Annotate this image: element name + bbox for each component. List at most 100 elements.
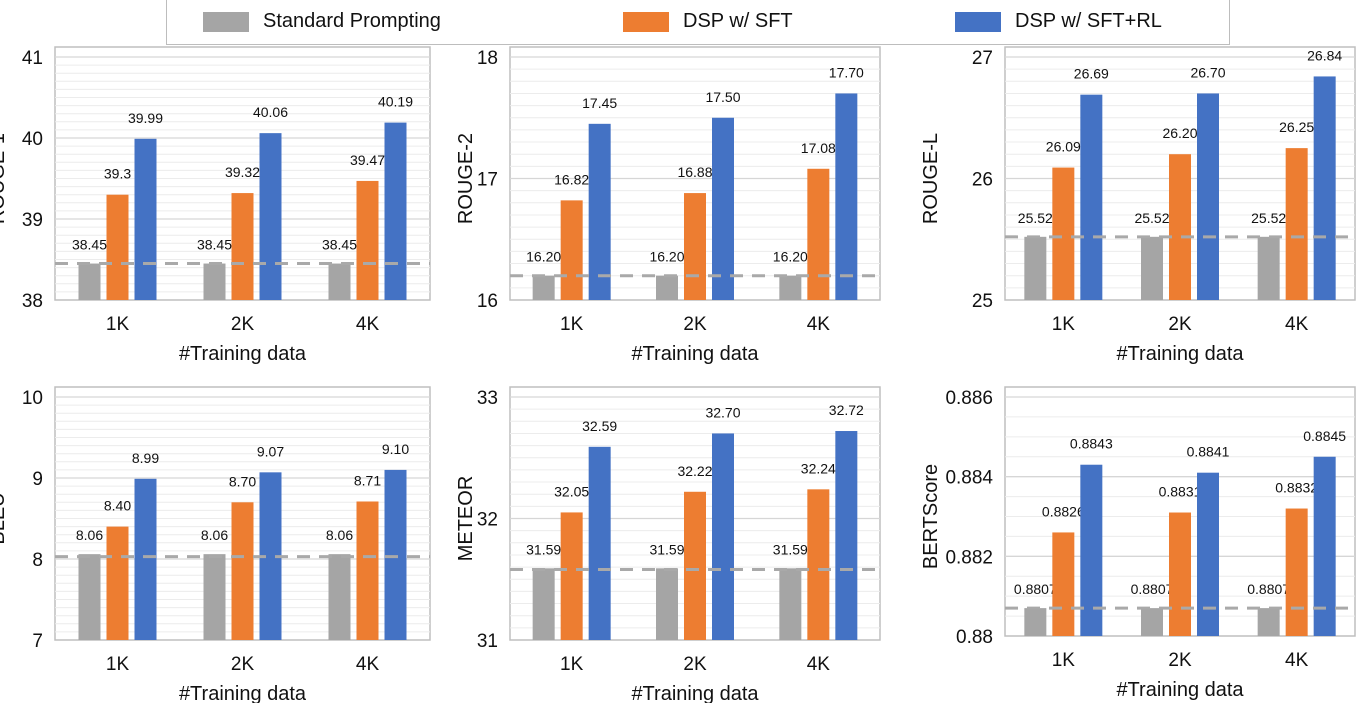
x-tick-label: 1K xyxy=(560,654,584,675)
bar-2k-series-0 xyxy=(203,554,226,640)
bar-2k-series-1 xyxy=(684,193,706,300)
data-label: 16.20 xyxy=(526,249,561,265)
bar-2k-series-1 xyxy=(1169,512,1191,636)
data-label: 39.32 xyxy=(225,164,260,180)
data-label: 39.3 xyxy=(104,166,131,182)
data-label: 8.06 xyxy=(76,527,103,543)
legend-item-dsp-sft: DSP w/ SFT xyxy=(623,10,793,33)
y-tick-label: 0.884 xyxy=(945,468,993,489)
bar-2k-series-1 xyxy=(231,193,254,300)
data-label: 26.84 xyxy=(1307,47,1342,63)
bar-2k-series-2 xyxy=(259,133,282,300)
bar-1k-series-2 xyxy=(588,446,611,640)
subplot-bertscore: 0.88 0.882 0.884 0.886 BERTScore 0.8807 0.8826… xyxy=(920,386,1356,701)
y-tick-label: 38 xyxy=(22,291,43,312)
data-label: 26.69 xyxy=(1074,66,1109,82)
y-tick-label: 40 xyxy=(22,129,43,150)
x-axis-label: #Training data xyxy=(179,683,307,703)
bar-1k-series-0 xyxy=(1024,608,1047,636)
bar-4k-series-1 xyxy=(807,168,830,300)
data-label: 26.20 xyxy=(1162,125,1197,141)
data-label: 32.05 xyxy=(554,483,589,499)
bar-1k-series-0 xyxy=(1024,236,1047,300)
x-tick-label: 2K xyxy=(231,314,255,335)
data-label: 39.99 xyxy=(128,110,163,126)
data-label: 8.40 xyxy=(104,498,131,514)
bar-4k-series-0 xyxy=(779,275,802,300)
x-tick-label: 4K xyxy=(356,654,380,675)
subplot-rouge-2: 16 17 18 ROUGE-2 16.20 16.82 17.45 1K 16.20 16.88… xyxy=(455,46,881,365)
y-tick-label: 26 xyxy=(972,170,993,191)
y-axis-label: METEOR xyxy=(455,476,477,562)
bar-2k-series-2 xyxy=(712,117,734,300)
bar-1k-series-1 xyxy=(1052,532,1075,636)
data-label: 17.50 xyxy=(705,89,740,105)
subplot-rouge-l: 25 26 27 ROUGE-L 25.52 26.09 26.69 1K 25.52 26.20… xyxy=(920,46,1356,365)
y-tick-label: 16 xyxy=(477,291,498,312)
x-tick-label: 1K xyxy=(1052,314,1076,335)
bar-2k-series-1 xyxy=(1169,154,1191,300)
y-tick-label: 8 xyxy=(32,550,43,571)
bar-4k-series-2 xyxy=(384,122,407,300)
y-axis-label: BERTScore xyxy=(920,464,942,569)
data-label: 0.8845 xyxy=(1303,428,1346,444)
data-label: 9.07 xyxy=(257,443,284,459)
y-tick-label: 33 xyxy=(477,388,498,409)
bar-2k-series-0 xyxy=(1141,236,1163,300)
bar-1k-series-0 xyxy=(532,568,555,640)
data-label: 32.22 xyxy=(677,463,712,479)
data-label: 0.8807 xyxy=(1131,581,1174,597)
data-label: 8.06 xyxy=(201,527,228,543)
bar-4k-series-0 xyxy=(779,568,802,640)
y-axis-label: ROUGE-L xyxy=(920,133,942,224)
data-label: 17.70 xyxy=(829,64,864,80)
x-tick-label: 1K xyxy=(106,654,130,675)
y-tick-label: 39 xyxy=(22,210,43,231)
x-axis-label: #Training data xyxy=(1116,343,1244,365)
bar-2k-series-2 xyxy=(1197,93,1219,300)
data-label: 0.8841 xyxy=(1187,444,1230,460)
bar-4k-series-2 xyxy=(1313,76,1336,300)
bar-4k-series-0 xyxy=(328,263,351,300)
data-label: 8.06 xyxy=(326,527,353,543)
bar-4k-series-0 xyxy=(1257,608,1280,636)
data-label: 0.8843 xyxy=(1070,436,1113,452)
bar-2k-series-0 xyxy=(203,263,226,300)
legend-label: DSP w/ SFT xyxy=(683,10,793,32)
data-label: 26.25 xyxy=(1279,119,1314,135)
data-label: 38.45 xyxy=(197,237,232,253)
bar-1k-series-2 xyxy=(134,478,157,640)
y-axis-label: BLEU xyxy=(0,492,9,544)
data-label: 38.45 xyxy=(322,237,357,253)
bar-1k-series-1 xyxy=(560,200,583,300)
bar-4k-series-0 xyxy=(1257,236,1280,300)
bar-4k-series-2 xyxy=(835,431,858,640)
data-label: 8.70 xyxy=(229,473,256,489)
data-label: 9.10 xyxy=(382,441,409,457)
data-label: 40.19 xyxy=(378,94,413,110)
data-label: 26.09 xyxy=(1046,139,1081,155)
legend-swatch xyxy=(955,11,1001,32)
data-label: 32.70 xyxy=(705,404,740,420)
x-tick-label: 1K xyxy=(1052,650,1076,671)
bar-4k-series-1 xyxy=(356,501,379,640)
bar-4k-series-1 xyxy=(1285,508,1308,636)
x-axis-label: #Training data xyxy=(631,683,759,703)
y-tick-label: 0.882 xyxy=(945,547,993,568)
subplot-rouge-1: 38 39 40 41 ROUGE-1 38.45 39.3 39.99 1K 38.45 39.3… xyxy=(0,46,431,365)
legend-item-standard-prompting: Standard Prompting xyxy=(203,10,441,33)
y-tick-label: 27 xyxy=(972,48,993,69)
bar-4k-series-1 xyxy=(356,180,379,300)
data-label: 32.72 xyxy=(829,402,864,418)
data-label: 39.47 xyxy=(350,152,385,168)
bar-2k-series-1 xyxy=(231,502,254,640)
x-tick-label: 2K xyxy=(1168,650,1192,671)
y-tick-label: 0.88 xyxy=(956,627,993,648)
legend-swatch xyxy=(623,11,669,32)
data-label: 40.06 xyxy=(253,104,288,120)
bar-4k-series-0 xyxy=(328,554,351,640)
x-tick-label: 2K xyxy=(231,654,255,675)
y-tick-label: 9 xyxy=(32,469,43,490)
